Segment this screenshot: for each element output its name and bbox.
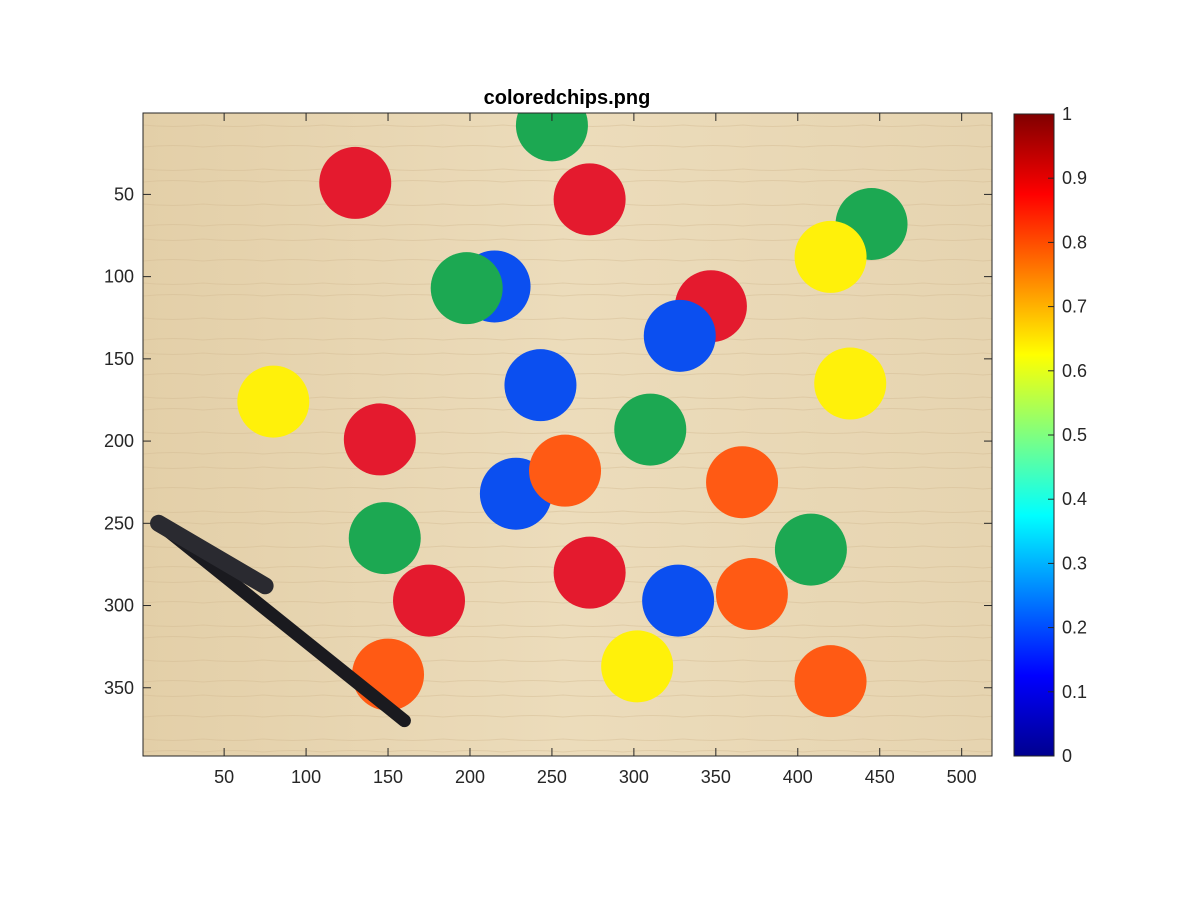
colorbar-tick-label: 0.6 <box>1062 361 1087 381</box>
y-tick-label: 150 <box>104 349 134 369</box>
chip-layer <box>237 113 908 718</box>
marker-pen-cap <box>150 514 274 595</box>
wood-grain-line <box>143 317 992 320</box>
yellow-chip <box>814 347 887 420</box>
x-tick-label: 250 <box>537 767 567 787</box>
y-tick-label: 100 <box>104 267 134 287</box>
colorbar-tick-label: 0.1 <box>1062 682 1087 702</box>
wood-grain-line <box>143 431 992 434</box>
yellow-chip <box>601 630 674 703</box>
blue-chip <box>642 564 715 637</box>
red-chip <box>553 536 626 609</box>
wood-grain-line <box>143 282 992 285</box>
colorbar-tick-label: 1 <box>1062 104 1072 124</box>
colorbar-tick-label: 0 <box>1062 746 1072 766</box>
colorbar-tick-label: 0.8 <box>1062 232 1087 252</box>
green-chip <box>430 252 503 325</box>
pen-layer <box>150 514 411 728</box>
wood-grain-line <box>143 124 992 127</box>
wood-grain-line <box>143 145 992 148</box>
wood-grain-line <box>143 750 992 753</box>
wood-grain-line <box>143 694 992 697</box>
orange-chip <box>715 558 788 631</box>
red-chip <box>393 564 466 637</box>
colorbar-tick-label: 0.3 <box>1062 553 1087 573</box>
wood-grain <box>143 124 992 753</box>
y-tick-label: 200 <box>104 431 134 451</box>
colorbar-gradient <box>1014 114 1054 756</box>
red-chip <box>343 403 416 476</box>
wood-grain-line <box>143 352 992 355</box>
x-tick-label: 350 <box>701 767 731 787</box>
chart-title: coloredchips.png <box>484 87 651 109</box>
colorbar: 0 0.1 0.2 0.3 0.4 0.5 0.6 0.7 0.8 0.9 1 <box>1013 104 1087 766</box>
x-tick-label: 150 <box>373 767 403 787</box>
green-chip <box>515 113 588 162</box>
red-chip <box>553 163 626 236</box>
wood-grain-line <box>143 738 992 741</box>
orange-chip <box>529 434 602 507</box>
x-tick-label: 500 <box>947 767 977 787</box>
wood-grain-line <box>143 510 992 513</box>
red-chip <box>319 146 392 219</box>
wood-grain-line <box>143 522 992 525</box>
x-tick-label: 100 <box>291 767 321 787</box>
wood-grain-line <box>143 259 992 262</box>
colorbar-tick-label: 0.2 <box>1062 618 1087 638</box>
y-tick-label: 50 <box>114 184 134 204</box>
wood-grain-line <box>143 338 992 341</box>
orange-chip <box>794 645 867 718</box>
green-chip <box>348 502 421 575</box>
yellow-chip <box>794 220 867 293</box>
wood-grain-line <box>143 294 992 297</box>
x-tick-label: 400 <box>783 767 813 787</box>
x-axis: 50 100 150 200 250 300 350 400 450 500 <box>214 113 977 787</box>
x-tick-label: 450 <box>865 767 895 787</box>
colorbar-axis: 0 0.1 0.2 0.3 0.4 0.5 0.6 0.7 0.8 0.9 1 <box>1048 104 1087 766</box>
x-tick-label: 300 <box>619 767 649 787</box>
colorbar-tick-label: 0.4 <box>1062 489 1087 509</box>
green-chip <box>774 513 847 586</box>
colorbar-tick-label: 0.7 <box>1062 297 1087 317</box>
y-tick-label: 350 <box>104 678 134 698</box>
y-tick-label: 250 <box>104 513 134 533</box>
colorbar-tick-label: 0.5 <box>1062 425 1087 445</box>
colorbar-tick-label: 0.9 <box>1062 168 1087 188</box>
image-axes: 50 100 150 200 250 300 350 400 450 500 50 100 150 20… <box>104 112 993 787</box>
wood-grain-line <box>143 659 992 662</box>
y-tick-label: 300 <box>104 596 134 616</box>
blue-chip <box>504 349 577 422</box>
x-tick-label: 50 <box>214 767 234 787</box>
x-tick-label: 200 <box>455 767 485 787</box>
yellow-chip <box>237 365 310 438</box>
wood-grain-line <box>143 715 992 718</box>
green-chip <box>614 393 687 466</box>
y-axis: 50 100 150 200 250 300 350 <box>104 184 992 698</box>
orange-chip <box>706 446 779 519</box>
blue-chip <box>643 299 716 372</box>
wood-grain-line <box>143 680 992 683</box>
axes-frame <box>142 112 993 757</box>
